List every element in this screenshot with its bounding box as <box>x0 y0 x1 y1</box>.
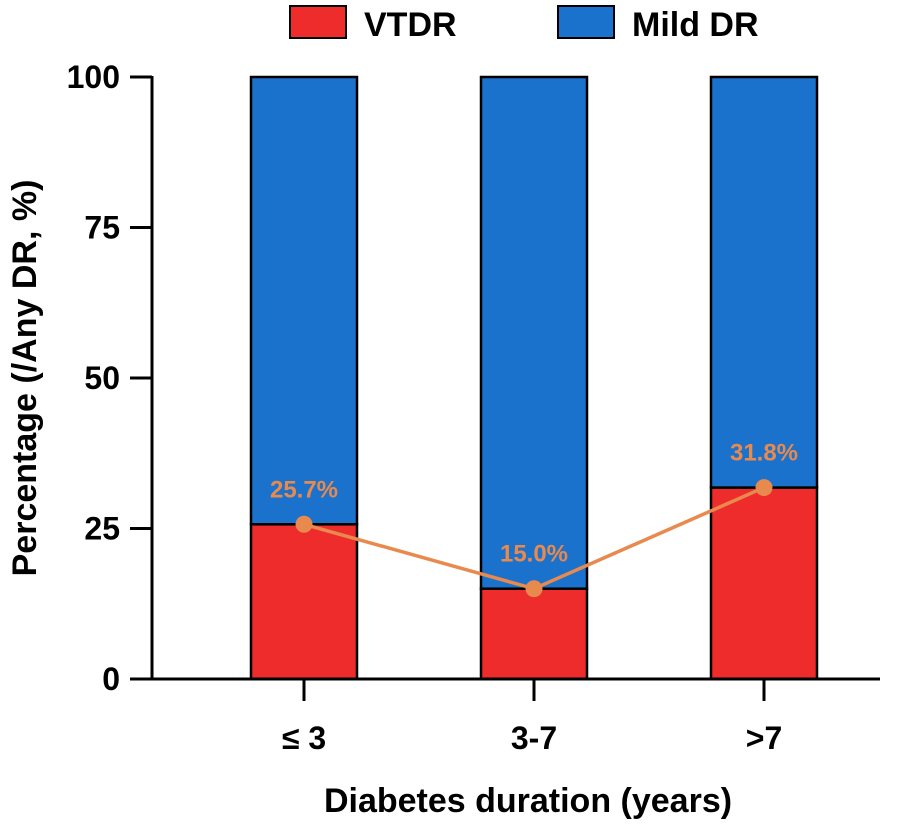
bars <box>249 75 819 681</box>
bar-vtdr-0 <box>249 523 359 681</box>
bar-mild-dr-2 <box>709 75 819 489</box>
y-tick-label-100: 100 <box>67 59 120 95</box>
legend: VTDR Mild DR <box>289 5 759 44</box>
legend-label-mild-dr: Mild DR <box>632 6 759 44</box>
x-tick-label-0: ≤ 3 <box>282 720 326 756</box>
bar-vtdr-1 <box>479 587 589 681</box>
trend-point-0 <box>295 515 313 533</box>
data-label-2: 31.8% <box>730 440 798 467</box>
trend-line: 25.7% 15.0% 31.8% <box>270 440 798 598</box>
trend-point-2 <box>755 479 773 497</box>
axes: 0 25 50 75 100 ≤ 3 3-7 >7 <box>67 59 880 756</box>
y-axis-title: Percentage (/Any DR, %) <box>6 180 44 577</box>
y-tick-label-0: 0 <box>102 661 120 697</box>
bar-vtdr-2 <box>709 486 819 681</box>
data-label-0: 25.7% <box>270 476 338 503</box>
y-tick-label-50: 50 <box>84 360 120 396</box>
data-label-1: 15.0% <box>500 541 568 568</box>
x-axis-title: Diabetes duration (years) <box>324 782 732 820</box>
legend-swatch-vtdr <box>289 5 347 39</box>
legend-label-vtdr: VTDR <box>364 6 457 44</box>
bar-mild-dr-1 <box>479 75 589 590</box>
bar-mild-dr-0 <box>249 75 359 526</box>
legend-swatch-mild-dr <box>557 5 615 39</box>
trend-point-1 <box>525 580 543 598</box>
x-tick-label-2: >7 <box>746 720 782 756</box>
x-tick-label-1: 3-7 <box>511 720 557 756</box>
y-tick-label-25: 25 <box>84 511 120 547</box>
y-tick-label-75: 75 <box>84 210 120 246</box>
